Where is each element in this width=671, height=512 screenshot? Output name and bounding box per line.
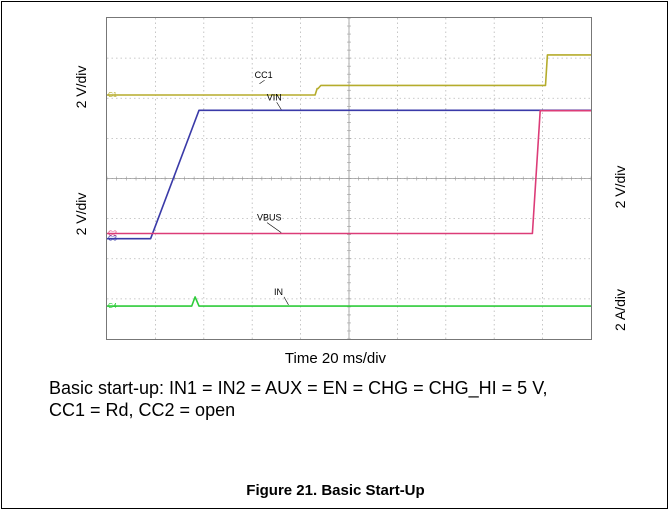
trace-label-cc1: CC1: [255, 70, 273, 80]
trace-in: [107, 296, 591, 307]
trace-label-vin: VIN: [267, 92, 282, 102]
oscilloscope-screen: C1 CC1 C3 VIN C2 VBUS C4 IN: [106, 17, 592, 340]
leader-line-cc1: [259, 79, 265, 85]
channel-marker-vin: C3: [108, 236, 117, 243]
leader-line-vbus: [266, 222, 282, 233]
caption-line-2: CC1 = Rd, CC2 = open: [49, 400, 236, 420]
traces: C1 CC1 C3 VIN C2 VBUS C4 IN: [107, 54, 591, 310]
leader-line-vin: [276, 102, 282, 110]
figure-title: Figure 21. Basic Start-Up: [246, 482, 425, 499]
trace-vin: [107, 109, 591, 240]
x-axis-label: Time 20 ms/div: [284, 350, 387, 367]
channel-marker-vbus: C2: [108, 230, 117, 237]
trace-vbus: [107, 109, 591, 235]
caption: Basic start-up: IN1 = IN2 = AUX = EN = C…: [49, 377, 659, 421]
left-scale-bottom: 2 V/div: [73, 192, 89, 236]
leader-line-in: [283, 296, 289, 306]
plot-area: C1 CC1 C3 VIN C2 VBUS C4 IN: [107, 18, 591, 339]
left-scale-top: 2 V/div: [73, 65, 89, 109]
caption-line-1: Basic start-up: IN1 = IN2 = AUX = EN = C…: [49, 378, 548, 398]
right-scale-top: 2 V/div: [612, 165, 628, 209]
right-scale-bottom: 2 A/div: [612, 288, 628, 332]
trace-label-vbus: VBUS: [257, 213, 282, 223]
channel-marker-in: C4: [108, 303, 117, 310]
channel-marker-cc1: C1: [108, 92, 117, 99]
grid: [107, 18, 591, 339]
trace-cc1: [107, 54, 591, 96]
trace-label-in: IN: [274, 287, 283, 297]
